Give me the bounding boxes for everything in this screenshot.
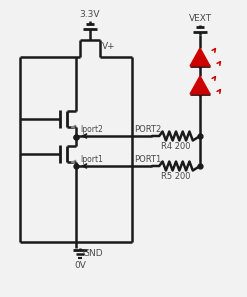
Polygon shape	[190, 76, 210, 94]
Text: GND: GND	[82, 249, 103, 258]
Text: PORT2: PORT2	[134, 125, 161, 134]
Text: Iport1: Iport1	[80, 155, 103, 164]
Text: 0V: 0V	[74, 261, 86, 270]
Text: R4 200: R4 200	[161, 142, 191, 151]
Text: Iport2: Iport2	[80, 125, 103, 134]
Text: V+: V+	[102, 42, 116, 51]
Text: VEXT: VEXT	[188, 14, 212, 23]
Text: R5 200: R5 200	[161, 172, 191, 181]
Text: 3.3V: 3.3V	[80, 10, 100, 19]
Text: PORT1: PORT1	[134, 155, 161, 164]
Polygon shape	[190, 48, 210, 66]
